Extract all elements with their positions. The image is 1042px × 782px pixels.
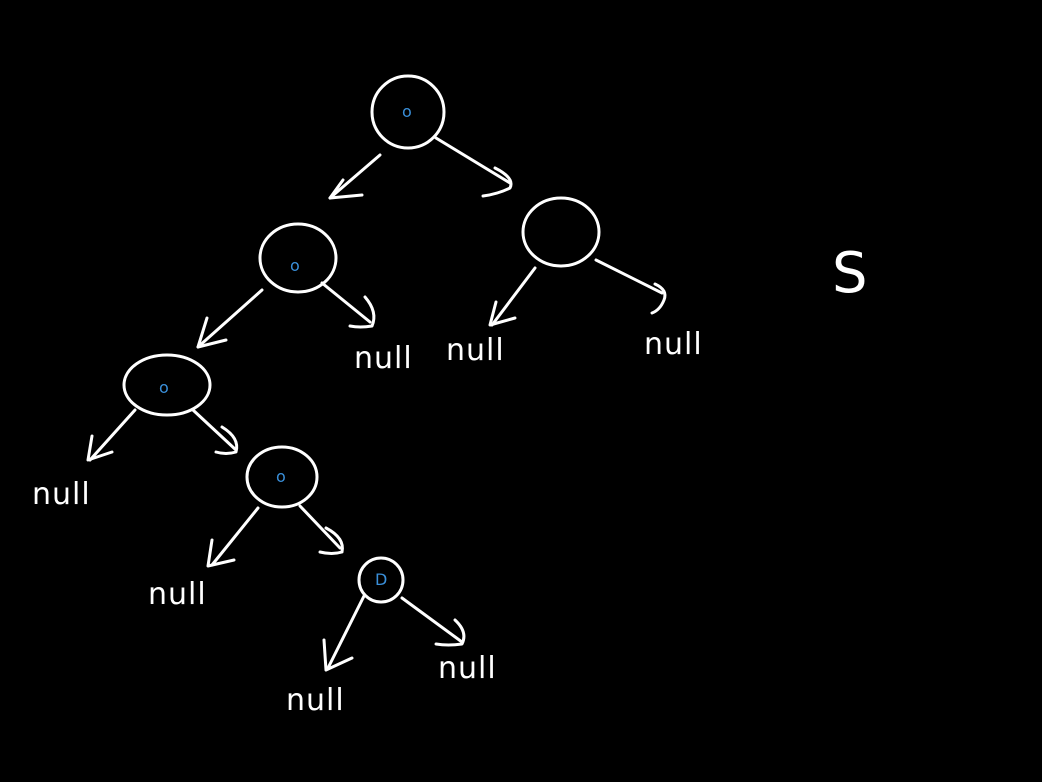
null-label-right-right: null — [644, 327, 703, 362]
edge-root-right — [434, 136, 513, 198]
node-mark-root: o — [402, 102, 412, 121]
side-mark-s: S — [832, 241, 868, 306]
edge-root-left — [328, 153, 382, 200]
tree-node-left-left — [122, 353, 212, 417]
edge-left-left — [196, 288, 264, 349]
node-mark-left-left-right: o — [276, 467, 286, 486]
edge-llr-right — [298, 504, 344, 555]
edge-left-left-left — [86, 408, 137, 462]
null-label-deepest-right: null — [438, 651, 497, 686]
edge-right-right — [594, 258, 667, 315]
tree-node-root — [370, 74, 446, 150]
tree-node-left — [258, 222, 338, 294]
node-mark-left: o — [290, 256, 300, 275]
null-label-left-right: null — [354, 341, 413, 376]
node-mark-left-left: o — [159, 378, 169, 397]
null-label-deepest-left: null — [286, 683, 345, 718]
edge-deepest-left — [322, 594, 366, 672]
edge-left-left-right — [191, 408, 239, 455]
edge-right-left — [488, 266, 537, 327]
edge-llr-left — [206, 506, 260, 568]
null-label-left-left-left: null — [32, 477, 91, 512]
tree-node-right — [521, 196, 601, 268]
edge-left-right — [320, 281, 376, 329]
edge-deepest-right — [400, 596, 466, 647]
node-mark-deepest: D — [375, 570, 388, 589]
null-label-llr-left: null — [148, 577, 207, 612]
tree-node-left-left-right — [245, 445, 319, 509]
null-label-right-left: null — [446, 333, 505, 368]
tree-node-deepest — [357, 556, 405, 604]
